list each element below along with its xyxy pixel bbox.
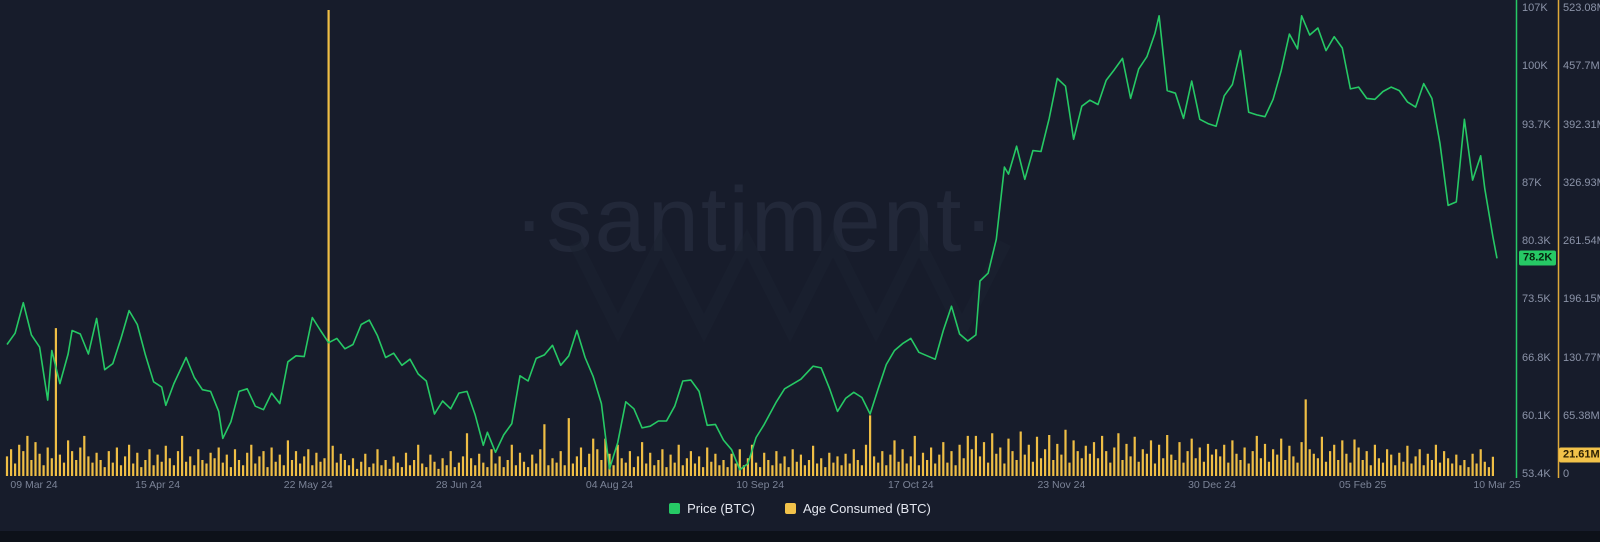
legend-label-price: Price (BTC) bbox=[687, 501, 755, 516]
legend-label-age-consumed: Age Consumed (BTC) bbox=[803, 501, 931, 516]
price-current-badge: 78.2K bbox=[1519, 250, 1557, 266]
age-axis-tick: 196.15M bbox=[1563, 293, 1600, 306]
x-axis-tick: 05 Feb 25 bbox=[1338, 479, 1387, 491]
price-axis-tick: 73.5K bbox=[1522, 293, 1551, 306]
x-axis-tick: 22 May 24 bbox=[283, 479, 333, 491]
x-axis-tick: 04 Aug 24 bbox=[585, 479, 634, 491]
x-axis-tick: 10 Sep 24 bbox=[736, 479, 785, 491]
age-axis-tick: 261.54M bbox=[1563, 235, 1600, 247]
age-axis-tick: 0 bbox=[1563, 468, 1570, 480]
x-axis-tick: 23 Nov 24 bbox=[1037, 479, 1086, 491]
x-axis-tick: 30 Dec 24 bbox=[1188, 479, 1236, 491]
x-axis-tick: 28 Jun 24 bbox=[435, 479, 482, 491]
price-series-swatch-icon bbox=[669, 503, 681, 514]
x-axis-tick: 15 Apr 24 bbox=[135, 479, 181, 491]
legend: Price (BTC) Age Consumed (BTC) bbox=[0, 501, 1600, 516]
price-axis-tick: 107K bbox=[1522, 2, 1548, 14]
price-axis-tick: 53.4K bbox=[1522, 468, 1551, 480]
legend-item-price[interactable]: Price (BTC) bbox=[669, 501, 755, 516]
age-axis-tick: 392.31M bbox=[1563, 118, 1600, 131]
watermark-zigzag bbox=[569, 228, 1011, 343]
age-current-badge: 21.61M bbox=[1559, 447, 1600, 463]
x-axis-tick: 17 Oct 24 bbox=[888, 479, 934, 491]
bottom-bar bbox=[0, 531, 1600, 542]
price-axis-tick: 93.7K bbox=[1522, 118, 1551, 131]
price-axis-tick: 60.1K bbox=[1522, 409, 1551, 422]
age-axis-tick: 326.93M bbox=[1563, 176, 1600, 189]
x-axis-tick: 09 Mar 24 bbox=[10, 479, 58, 491]
x-axis-tick: 10 Mar 25 bbox=[1473, 479, 1521, 491]
age-axis-tick: 65.38M bbox=[1563, 409, 1600, 422]
age-axis-tick: 457.7M bbox=[1563, 60, 1600, 73]
price-axis-tick: 80.3K bbox=[1522, 235, 1551, 247]
age-axis-tick: 523.08M bbox=[1563, 2, 1600, 14]
price-axis-tick: 100K bbox=[1522, 60, 1548, 73]
price-line[interactable] bbox=[6, 15, 1498, 471]
age-consumed-series-swatch-icon bbox=[785, 503, 796, 514]
price-axis-tick: 87K bbox=[1522, 176, 1542, 189]
age-axis-tick: 130.77M bbox=[1563, 351, 1600, 364]
price-axis-tick: 66.8K bbox=[1522, 351, 1551, 364]
legend-item-age-consumed[interactable]: Age Consumed (BTC) bbox=[785, 501, 931, 516]
